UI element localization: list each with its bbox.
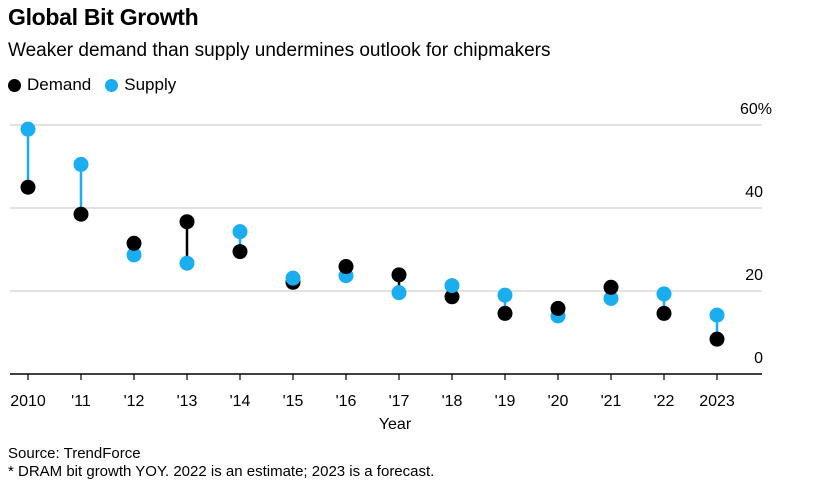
- x-tick-label: 2010: [10, 393, 46, 410]
- x-tick-label: '17: [389, 393, 410, 410]
- point-supply: [285, 270, 301, 286]
- dumbbell-connectors: [26, 129, 719, 340]
- chart-subtitle: Weaker demand than supply undermines out…: [8, 40, 551, 61]
- point-demand: [550, 300, 566, 316]
- point-supply: [232, 224, 248, 240]
- legend-label-supply: Supply: [124, 75, 177, 94]
- point-supply: [444, 278, 460, 294]
- legend-item-supply: Supply: [105, 75, 176, 95]
- point-supply: [709, 307, 725, 323]
- point-demand: [179, 214, 195, 230]
- x-tick-label: '16: [336, 393, 357, 410]
- x-tick-label: 2023: [699, 393, 735, 410]
- y-tick-label: 60%: [740, 101, 772, 118]
- point-demand: [338, 259, 354, 275]
- footnote: * DRAM bit growth YOY. 2022 is an estima…: [8, 463, 435, 480]
- footer: Source: TrendForce * DRAM bit growth YOY…: [8, 445, 434, 481]
- y-tick-label: 20: [745, 267, 763, 284]
- point-demand: [603, 279, 619, 295]
- legend-item-demand: Demand: [8, 75, 91, 95]
- point-demand: [709, 331, 725, 347]
- x-tick-label: '13: [177, 393, 198, 410]
- x-tick-label: '20: [548, 393, 569, 410]
- point-supply: [656, 286, 672, 302]
- point-supply: [603, 290, 619, 306]
- x-axis-label: Year: [379, 416, 412, 433]
- chart-title: Global Bit Growth: [8, 4, 199, 30]
- point-supply: [391, 285, 407, 301]
- point-demand: [126, 235, 142, 251]
- point-demand: [73, 206, 89, 222]
- point-demand: [232, 244, 248, 260]
- point-supply: [20, 121, 36, 137]
- x-tick-label: '12: [124, 393, 145, 410]
- point-supply: [179, 255, 195, 271]
- data-points: [20, 121, 725, 347]
- point-demand: [656, 305, 672, 321]
- point-demand: [391, 267, 407, 283]
- x-tick-label: '22: [654, 393, 675, 410]
- point-demand: [20, 179, 36, 195]
- y-axis-ticks: 0 20 40 60%: [740, 101, 772, 367]
- y-tick-label: 40: [745, 184, 763, 201]
- source-note: Source: TrendForce: [8, 445, 141, 462]
- x-tick-label: '15: [283, 393, 304, 410]
- x-tick-label: '11: [71, 393, 91, 410]
- point-demand: [444, 289, 460, 305]
- x-tick-label: '21: [601, 393, 622, 410]
- point-supply: [126, 247, 142, 263]
- x-tick-label: '19: [495, 393, 516, 410]
- y-tick-label: 0: [754, 350, 763, 367]
- point-supply: [73, 156, 89, 172]
- legend-marker-demand: [8, 78, 21, 92]
- x-tick-label: '18: [442, 393, 463, 410]
- point-supply: [497, 287, 513, 303]
- legend-label-demand: Demand: [27, 75, 92, 94]
- legend: Demand Supply: [8, 75, 190, 95]
- x-tick-label: '14: [230, 393, 251, 410]
- legend-marker-supply: [105, 78, 119, 92]
- point-demand: [497, 305, 513, 321]
- gridlines: [10, 124, 762, 292]
- x-axis: 2010 '11 '12 '13 '14 '15 '16 '17 '18 '19 '20 '21 '22…: [10, 373, 762, 410]
